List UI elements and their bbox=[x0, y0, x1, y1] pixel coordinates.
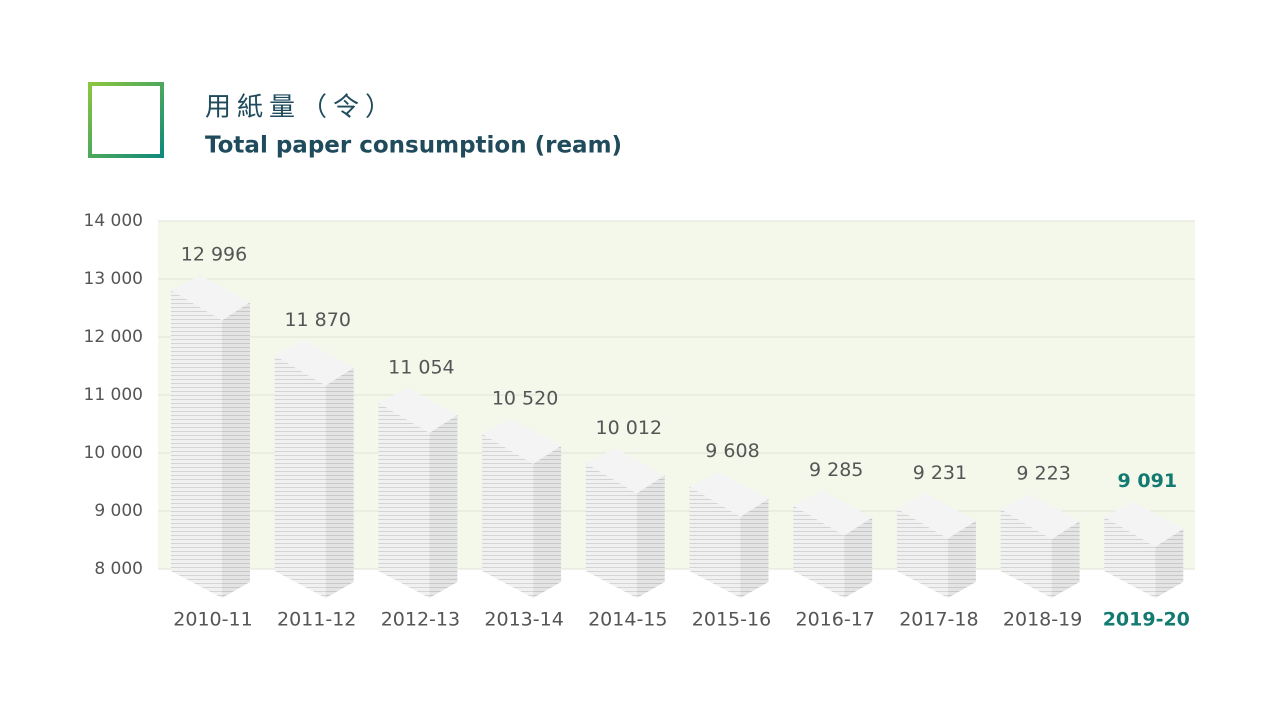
bar bbox=[1104, 501, 1184, 598]
bar-top bbox=[793, 490, 873, 536]
bar-side bbox=[222, 302, 250, 598]
x-tick-label: 2018-19 bbox=[1003, 609, 1082, 631]
bar bbox=[1000, 494, 1080, 598]
bar-side bbox=[740, 498, 769, 598]
bar bbox=[171, 275, 250, 598]
bar-front bbox=[171, 290, 222, 598]
y-tick-label: 10 000 bbox=[84, 443, 143, 463]
x-tick-label: 2012-13 bbox=[381, 609, 460, 631]
bar-top bbox=[585, 448, 665, 494]
bar-side bbox=[429, 414, 458, 598]
value-label: 9 091 bbox=[1118, 470, 1178, 492]
bar-side bbox=[1155, 528, 1184, 598]
x-tick-label: 2010-11 bbox=[173, 609, 252, 631]
value-label: 9 608 bbox=[705, 440, 759, 462]
value-label: 9 231 bbox=[913, 462, 967, 484]
bar-top bbox=[689, 471, 769, 517]
y-tick-label: 8 000 bbox=[94, 559, 143, 579]
bar bbox=[896, 493, 976, 598]
bar-front bbox=[896, 508, 948, 598]
bar-side bbox=[636, 475, 665, 598]
bar-front bbox=[585, 463, 637, 598]
bar-front bbox=[793, 505, 845, 598]
bar-top bbox=[171, 275, 250, 321]
x-tick-label: 2019-20 bbox=[1103, 609, 1190, 631]
bar bbox=[482, 418, 562, 598]
bar-side bbox=[947, 520, 976, 598]
bar-side bbox=[1051, 521, 1080, 598]
bar-top bbox=[896, 493, 976, 539]
bar bbox=[585, 448, 665, 598]
bar-top bbox=[1000, 494, 1080, 540]
bar-front bbox=[378, 402, 430, 598]
bar-side bbox=[844, 517, 873, 598]
x-tick-label: 2016-17 bbox=[796, 609, 875, 631]
chart-subtitle: Total paper consumption (ream) bbox=[205, 133, 622, 159]
bar bbox=[689, 471, 769, 598]
value-label: 9 223 bbox=[1016, 463, 1070, 485]
bar bbox=[274, 340, 354, 598]
x-tick-label: 2017-18 bbox=[899, 609, 978, 631]
chart-title: 用紙量（令） bbox=[205, 93, 397, 123]
icon bbox=[78, 82, 174, 159]
x-tick-label: 2013-14 bbox=[484, 609, 563, 631]
x-tick-label: 2014-15 bbox=[588, 609, 667, 631]
value-label: 10 012 bbox=[596, 417, 662, 439]
y-tick-label: 12 000 bbox=[84, 327, 143, 347]
bar-top bbox=[274, 340, 354, 386]
value-label: 11 054 bbox=[388, 356, 454, 378]
value-label: 12 996 bbox=[181, 244, 247, 266]
value-label: 9 285 bbox=[809, 459, 863, 481]
value-label: 10 520 bbox=[492, 387, 558, 409]
y-tick-label: 14 000 bbox=[84, 211, 143, 231]
y-tick-label: 11 000 bbox=[84, 385, 143, 405]
x-tick-label: 2015-16 bbox=[692, 609, 771, 631]
y-tick-label: 9 000 bbox=[94, 501, 143, 521]
bar-front bbox=[689, 486, 741, 598]
bar-top bbox=[378, 387, 458, 433]
bar-front bbox=[274, 355, 326, 598]
bar-front bbox=[1104, 516, 1156, 598]
bar bbox=[378, 387, 458, 598]
x-tick-label: 2011-12 bbox=[277, 609, 356, 631]
y-tick-label: 13 000 bbox=[84, 269, 143, 289]
bar-side bbox=[533, 445, 562, 598]
bar-top bbox=[1104, 501, 1184, 547]
value-label: 11 870 bbox=[284, 309, 350, 331]
bar-top bbox=[482, 418, 562, 464]
bar bbox=[793, 490, 873, 598]
bar-front bbox=[482, 433, 534, 598]
bar-side bbox=[325, 367, 354, 598]
bar-front bbox=[1000, 509, 1052, 598]
